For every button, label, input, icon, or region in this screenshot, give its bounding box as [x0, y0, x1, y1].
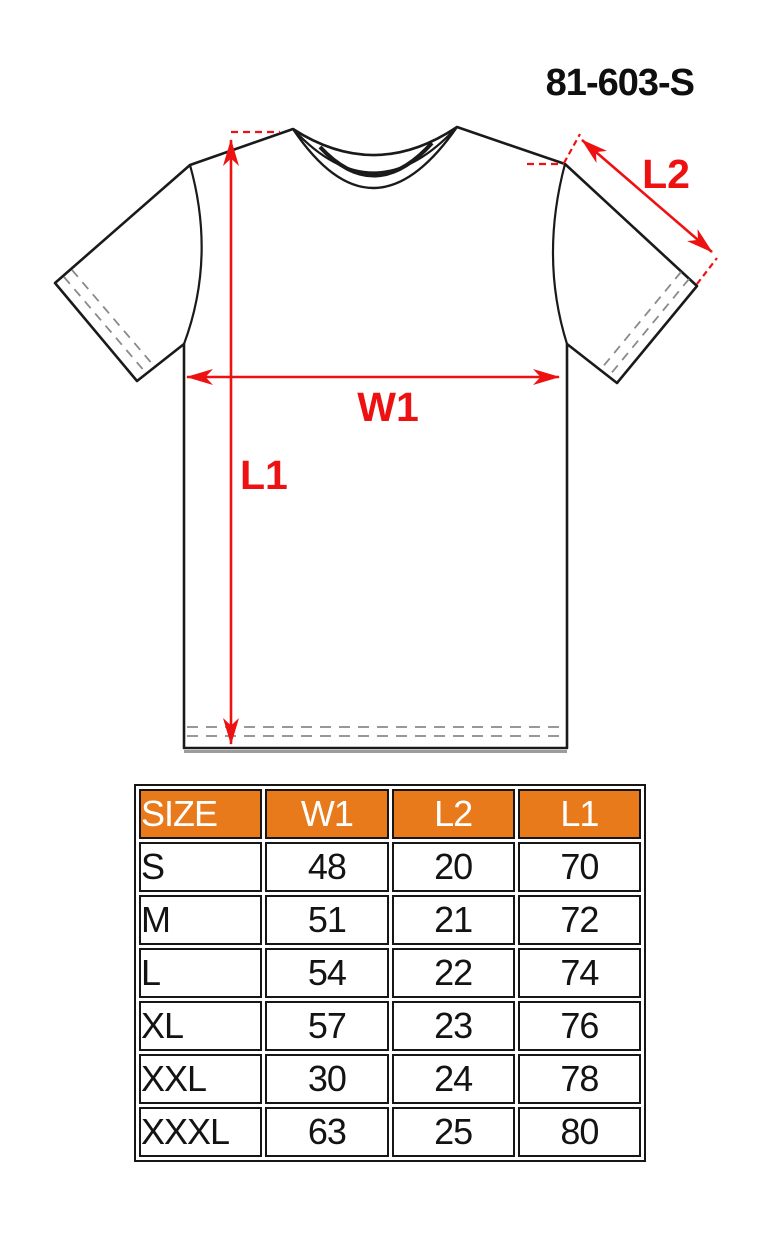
l2-cell: 25 [391, 1107, 515, 1157]
column-header-w1: W1 [265, 789, 389, 839]
table-row: XXXL 63 25 80 [139, 1107, 641, 1157]
right-cuff-stitch-2 [600, 271, 682, 370]
column-header-size: SIZE [139, 789, 263, 839]
l2-cell: 23 [391, 1001, 515, 1051]
table-header-row: SIZE W1 L2 L1 [139, 789, 641, 839]
l2-dimension-arrow [581, 139, 713, 253]
product-code: 81-603-S [545, 62, 695, 104]
table-row: L 54 22 74 [139, 948, 641, 998]
w1-cell: 57 [265, 1001, 389, 1051]
l1-cell: 76 [517, 1001, 641, 1051]
tshirt-measurement-diagram: W1 L1 L2 [53, 125, 718, 753]
collar-outer-curve [292, 126, 458, 190]
right-cuff-stitch-1 [608, 278, 690, 377]
l1-cell: 70 [517, 842, 641, 892]
right-armhole-seam [551, 163, 569, 345]
size-cell: XXXL [139, 1107, 263, 1157]
column-header-l2: L2 [391, 789, 515, 839]
table-row: M 51 21 72 [139, 895, 641, 945]
collar-shadow-arc [318, 141, 434, 178]
table-row: S 48 20 70 [139, 842, 641, 892]
l1-cell: 78 [517, 1054, 641, 1104]
w1-cell: 51 [265, 895, 389, 945]
l2-cell: 24 [391, 1054, 515, 1104]
size-cell: S [139, 842, 263, 892]
l1-cell: 72 [517, 895, 641, 945]
w1-cell: 63 [265, 1107, 389, 1157]
l2-label: L2 [642, 151, 690, 197]
w1-cell: 48 [265, 842, 389, 892]
l2-cell: 21 [391, 895, 515, 945]
table-row: XXL 30 24 78 [139, 1054, 641, 1104]
l1-label: L1 [240, 452, 288, 498]
size-table: SIZE W1 L2 L1 S 48 20 70 M 51 21 72 L 54 [134, 784, 646, 1162]
left-armhole-seam [182, 164, 203, 345]
size-table-header: SIZE W1 L2 L1 [139, 789, 641, 839]
size-cell: M [139, 895, 263, 945]
size-table-body: S 48 20 70 M 51 21 72 L 54 22 74 XL 57 2… [139, 842, 641, 1157]
l2-cell: 22 [391, 948, 515, 998]
size-cell: XXL [139, 1054, 263, 1104]
l2-top-extension-dash [563, 133, 581, 164]
collar-rib-curve [293, 127, 457, 174]
size-cell: L [139, 948, 263, 998]
w1-label: W1 [357, 384, 419, 430]
l1-cell: 80 [517, 1107, 641, 1157]
table-row: XL 57 23 76 [139, 1001, 641, 1051]
tshirt-outline [53, 125, 699, 750]
column-header-l1: L1 [517, 789, 641, 839]
l2-bottom-extension-dash [696, 257, 718, 285]
w1-cell: 54 [265, 948, 389, 998]
size-cell: XL [139, 1001, 263, 1051]
w1-cell: 30 [265, 1054, 389, 1104]
l1-cell: 74 [517, 948, 641, 998]
left-cuff-stitch-2 [71, 269, 155, 367]
left-cuff-stitch-1 [63, 276, 147, 374]
l2-cell: 20 [391, 842, 515, 892]
